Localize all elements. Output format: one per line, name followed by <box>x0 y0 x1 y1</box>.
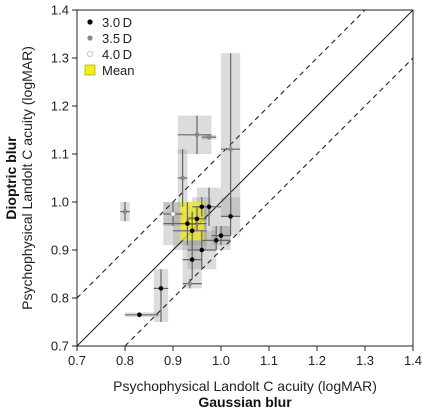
x-axis-title: Psychophysical Landolt C acuity (logMAR) <box>113 378 377 394</box>
y-tick-label-6: 1.3 <box>51 51 69 66</box>
x-axis-title-bold: Gaussian blur <box>198 394 292 410</box>
y-tick-label-2: 0.9 <box>51 243 69 258</box>
data-point-s0-p9 <box>213 238 219 243</box>
axis-ticks: 0.7 0.8 0.9 1.0 1.1 1.2 1.3 1.4 0.7 0.8 0.9 1.0 1.1 1… <box>51 3 422 369</box>
data-point-s1-p0 <box>122 209 128 214</box>
x-tick-label-3: 1.0 <box>212 353 230 368</box>
data-point-s1-p1 <box>180 175 185 181</box>
x-tick-label-0: 0.7 <box>68 353 86 368</box>
data-point-s1-p3 <box>206 134 212 140</box>
data-point-s0-p7 <box>199 247 205 253</box>
legend-label-mean: Mean <box>102 63 135 78</box>
data-point-s0-p5 <box>194 216 200 222</box>
x-tick-label-5: 1.2 <box>308 353 326 368</box>
legend-marker-3-5d <box>87 35 93 41</box>
reference-lines <box>76 9 414 347</box>
data-point-s0-p6 <box>199 204 205 210</box>
data-point-s0-p10 <box>218 233 224 238</box>
data-point-s0-p4 <box>189 257 195 262</box>
dashed-reference-line-1 <box>76 9 366 299</box>
legend-label-4-0d: 4.0 D <box>102 47 132 62</box>
data-point-s0-p11 <box>228 214 233 219</box>
x-tick-label-4: 1.1 <box>260 353 278 368</box>
data-point-layer <box>122 132 233 318</box>
data-point-s1-p5 <box>187 281 193 286</box>
y-tick-label-4: 1.1 <box>51 147 69 162</box>
y-tick-label-7: 1.4 <box>51 3 69 18</box>
y-axis-title: Psychophysical Landolt C acuity (logMAR) <box>19 46 35 310</box>
data-point-s0-p2 <box>185 221 190 226</box>
legend: 3.0 D 3.5 D 4.0 D Mean <box>84 15 135 78</box>
legend-label-3-0d: 3.0 D <box>102 15 132 30</box>
dashed-reference-line-2 <box>124 57 414 347</box>
data-point-s0-p0 <box>137 312 142 318</box>
identity-line <box>76 9 414 347</box>
data-point-s0-p3 <box>189 228 195 234</box>
x-tick-label-6: 1.3 <box>356 353 374 368</box>
y-axis-title-bold: Dioptric blur <box>3 136 19 220</box>
legend-marker-3-0d <box>87 19 93 25</box>
plot-frame <box>76 9 414 347</box>
data-point-s1-p2 <box>194 132 200 138</box>
y-tick-label-5: 1.2 <box>51 99 69 114</box>
legend-marker-mean <box>84 64 96 76</box>
y-tick-label-3: 1.0 <box>51 195 69 210</box>
y-tick-label-0: 0.7 <box>51 339 69 354</box>
x-tick-label-7: 1.4 <box>404 353 422 368</box>
data-point-s0-p1 <box>158 286 164 291</box>
y-tick-label-1: 0.8 <box>51 291 69 306</box>
data-point-s2-p0 <box>170 211 176 217</box>
data-point-s1-p4 <box>228 146 233 152</box>
legend-marker-4-0d <box>87 51 94 58</box>
x-tick-label-1: 0.8 <box>116 353 134 368</box>
legend-label-3-5d: 3.5 D <box>102 31 132 46</box>
x-tick-label-2: 0.9 <box>164 353 182 368</box>
data-point-s0-p8 <box>206 204 212 210</box>
